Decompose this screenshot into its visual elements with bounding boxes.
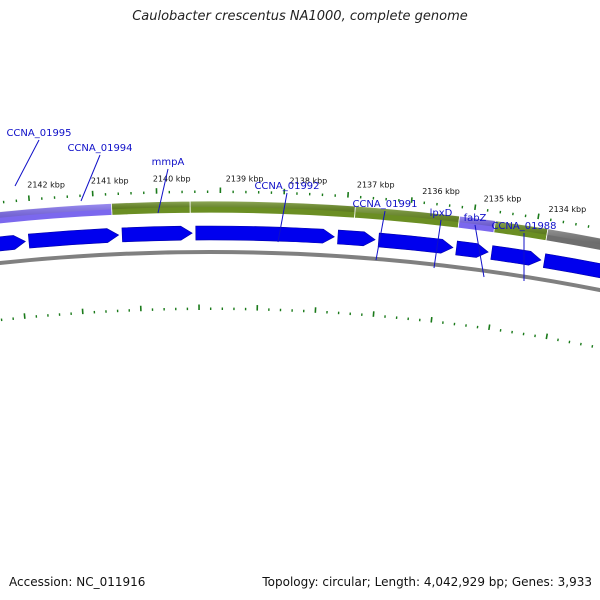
gene-leader-line bbox=[474, 224, 485, 278]
tick-label: 2139 kbp bbox=[226, 174, 264, 183]
cds-arrow bbox=[337, 229, 376, 247]
gene-label[interactable]: fabZ bbox=[464, 213, 487, 224]
gene-leader-line bbox=[277, 192, 288, 243]
gene-leader-line bbox=[80, 154, 101, 202]
cds-arrow bbox=[377, 232, 454, 254]
tick-label: 2141 kbp bbox=[91, 176, 129, 185]
accession-text: Accession: NC_011916 bbox=[9, 575, 146, 589]
gene-label[interactable]: CCNA_01994 bbox=[67, 143, 132, 154]
cds-arrow bbox=[27, 228, 120, 249]
gene-label[interactable]: CCNA_01991 bbox=[352, 199, 417, 210]
gene-label[interactable]: CCNA_01995 bbox=[6, 128, 71, 139]
cds-arrow bbox=[0, 235, 26, 252]
cds-arrow bbox=[490, 245, 542, 266]
band-highlight bbox=[494, 220, 548, 235]
cds-arrow-track bbox=[0, 225, 600, 279]
tick-mark bbox=[488, 324, 491, 331]
tick-label: 2135 kbp bbox=[484, 195, 522, 204]
cds-arrow bbox=[455, 240, 489, 258]
backbone-line bbox=[0, 250, 600, 293]
band-highlight bbox=[546, 228, 600, 245]
cds-arrow bbox=[121, 225, 193, 243]
genome-stats-text: Topology: circular; Length: 4,042,929 bp… bbox=[262, 575, 592, 589]
band-highlight bbox=[354, 206, 460, 223]
tick-label: 2134 kbp bbox=[549, 205, 587, 214]
tick-mark bbox=[545, 333, 549, 340]
gene-leader-line bbox=[433, 219, 442, 269]
tick-mark bbox=[537, 213, 540, 220]
gene-label[interactable]: CCNA_01992 bbox=[254, 181, 319, 192]
band-highlight bbox=[458, 216, 496, 227]
gene-label-track: CCNA_01995 CCNA_01994 mmpA CCNA_01992 CCNA_0… bbox=[6, 128, 557, 281]
backbone-layer bbox=[0, 250, 600, 293]
gene-label[interactable]: mmpA bbox=[152, 157, 185, 168]
cds-arrow bbox=[195, 225, 335, 244]
tick-mark bbox=[410, 197, 413, 203]
gene-label[interactable]: lpxD bbox=[430, 208, 453, 219]
gene-leader-line bbox=[14, 139, 40, 187]
tick-track: 2142 kbp 2141 kbp 2140 kbp 2139 kbp 2138 kbp… bbox=[0, 174, 594, 348]
tick-mark bbox=[23, 313, 26, 319]
tick-label: 2138 kbp bbox=[290, 176, 328, 185]
tick-mark bbox=[430, 316, 433, 323]
map-title: Caulobacter crescentus NA1000, complete … bbox=[132, 9, 468, 24]
cds-arrow bbox=[542, 253, 600, 279]
band-highlight bbox=[190, 200, 356, 213]
feature-band bbox=[0, 200, 600, 251]
tick-label: 2142 kbp bbox=[27, 180, 65, 189]
tick-label: 2140 kbp bbox=[153, 174, 191, 183]
gene-leader-line bbox=[157, 168, 169, 214]
tick-label: 2137 kbp bbox=[357, 181, 395, 190]
tick-label: 2136 kbp bbox=[422, 187, 460, 196]
gene-leader-line bbox=[375, 210, 386, 261]
gene-label[interactable]: CCNA_01988 bbox=[491, 221, 556, 232]
band-highlight bbox=[0, 203, 112, 218]
tick-mark bbox=[474, 204, 477, 211]
band-highlight bbox=[111, 201, 191, 210]
